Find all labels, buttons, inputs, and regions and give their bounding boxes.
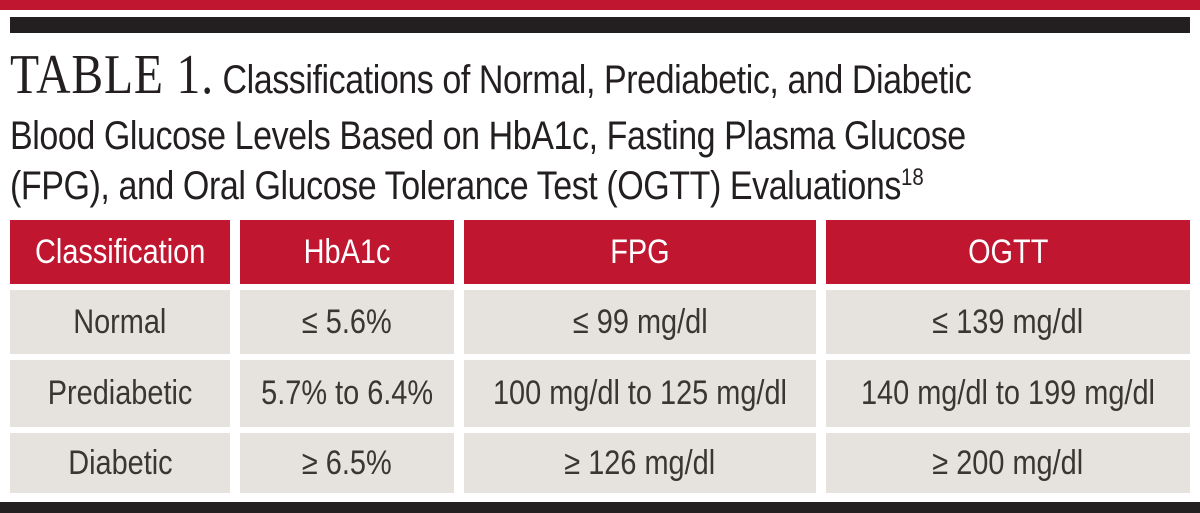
cell-value: Diabetic: [67, 443, 173, 482]
table-cell-normal-fpg: ≤ 99 mg/dl: [464, 290, 816, 354]
cell-value: ≥ 126 mg/dl: [564, 443, 716, 482]
cell-value: ≤ 139 mg/dl: [932, 302, 1084, 341]
table-title-text-2: Blood Glucose Levels Based on HbA1c, Fas…: [10, 114, 966, 158]
table-header-classification: Classification: [10, 220, 230, 284]
table-number-label: TABLE 1.: [10, 44, 214, 106]
cell-value: ≥ 6.5%: [302, 443, 392, 482]
table-title-text-1: Classifications of Normal, Prediabetic, …: [222, 58, 972, 102]
table-cell-prediabetic-ogtt: 140 mg/dl to 199 mg/dl: [826, 360, 1190, 427]
table-cell-diabetic-ogtt: ≥ 200 mg/dl: [826, 433, 1190, 493]
table-cell-prediabetic-hba1c: 5.7% to 6.4%: [240, 360, 454, 427]
footnote-reference: 18: [900, 164, 924, 191]
table-title-line-2: Blood Glucose Levels Based on HbA1c, Fas…: [10, 111, 1017, 161]
table-header-fpg: FPG: [464, 220, 816, 284]
bottom-black-rule: [0, 502, 1200, 513]
header-label: Classification: [34, 232, 206, 271]
table-cell-diabetic-label: Diabetic: [10, 433, 230, 493]
table-cell-normal-label: Normal: [10, 290, 230, 354]
table-header-hba1c: HbA1c: [240, 220, 454, 284]
header-label: OGTT: [967, 232, 1049, 271]
table-title-line-1: TABLE 1. Classifications of Normal, Predi…: [10, 44, 1017, 111]
cell-value: ≤ 5.6%: [302, 302, 392, 341]
cell-value: 5.7% to 6.4%: [261, 374, 433, 412]
table-title: TABLE 1. Classifications of Normal, Predi…: [10, 44, 1195, 217]
cell-value: ≥ 200 mg/dl: [932, 443, 1084, 482]
table-header-ogtt: OGTT: [826, 220, 1190, 284]
top-black-rule: [10, 17, 1190, 33]
table-cell-diabetic-fpg: ≥ 126 mg/dl: [464, 433, 816, 493]
table-title-text-3: (FPG), and Oral Glucose Tolerance Test (…: [10, 164, 901, 208]
cell-value: Prediabetic: [47, 374, 193, 412]
table-title-line-3: (FPG), and Oral Glucose Tolerance Test (…: [10, 161, 1017, 217]
table-cell-prediabetic-label: Prediabetic: [10, 360, 230, 427]
header-label: FPG: [610, 232, 670, 271]
cell-value: 100 mg/dl to 125 mg/dl: [492, 374, 787, 412]
cell-value: ≤ 99 mg/dl: [572, 302, 708, 341]
table-cell-diabetic-hba1c: ≥ 6.5%: [240, 433, 454, 493]
cell-value: 140 mg/dl to 199 mg/dl: [860, 374, 1155, 412]
table-cell-normal-hba1c: ≤ 5.6%: [240, 290, 454, 354]
cell-value: Normal: [73, 302, 167, 341]
header-label: HbA1c: [303, 232, 391, 271]
table-cell-prediabetic-fpg: 100 mg/dl to 125 mg/dl: [464, 360, 816, 427]
glucose-classification-table: Classification HbA1c FPG OGTT Normal ≤ 5…: [10, 220, 1190, 493]
table-cell-normal-ogtt: ≤ 139 mg/dl: [826, 290, 1190, 354]
top-red-rule: [0, 0, 1200, 10]
